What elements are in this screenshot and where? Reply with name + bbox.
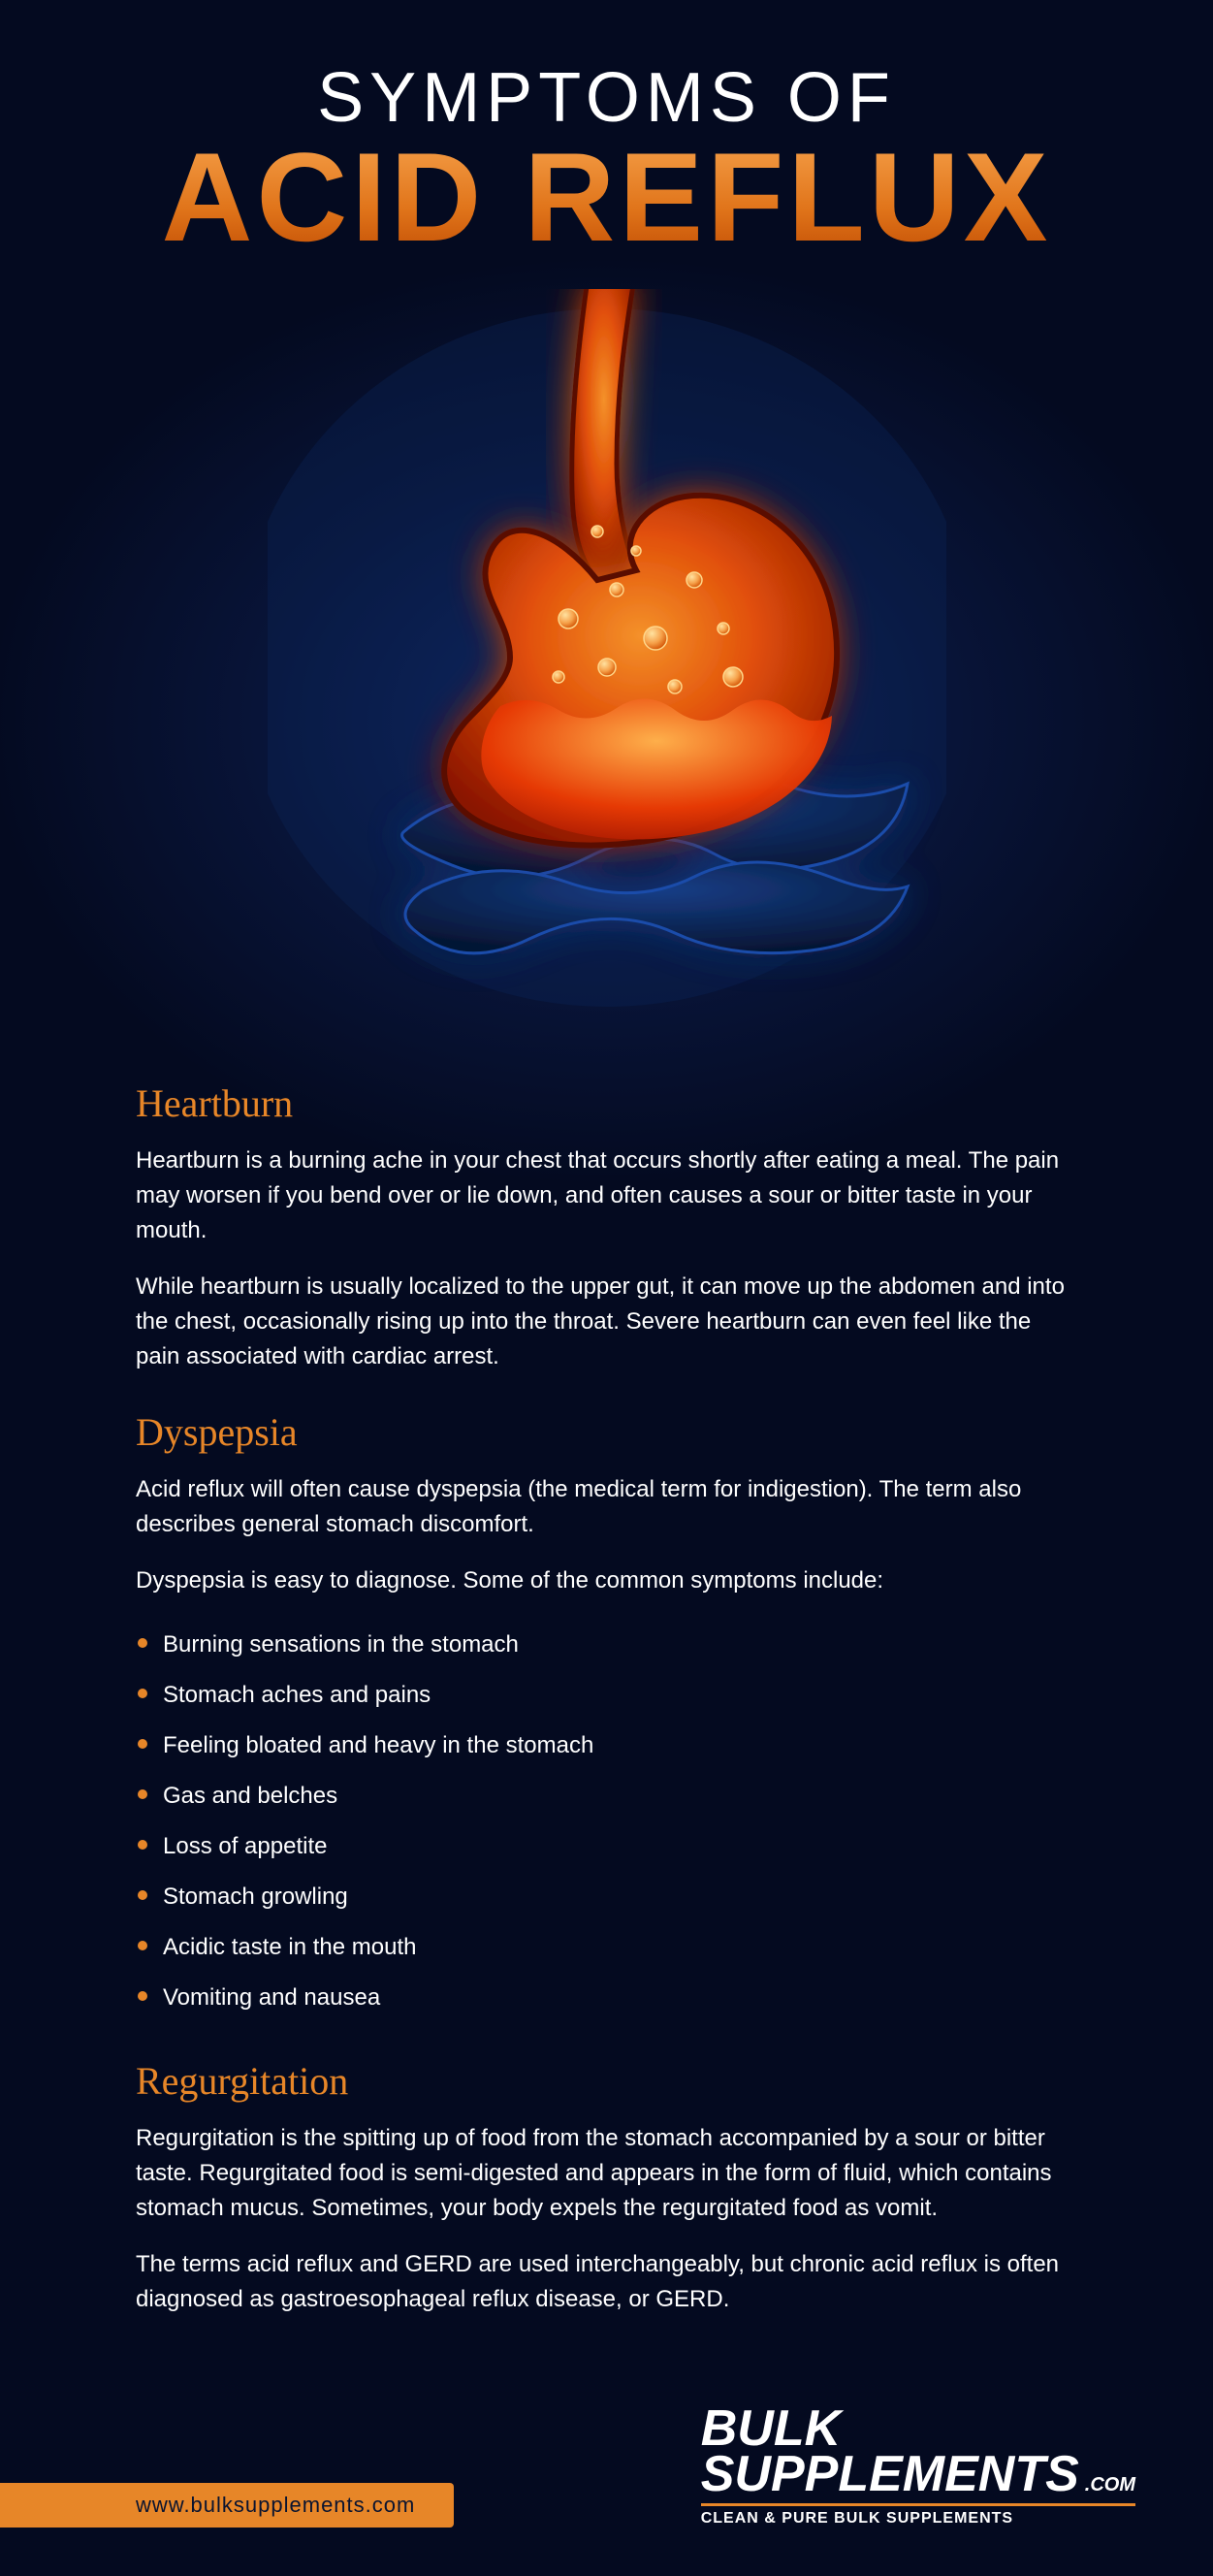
list-item: Vomiting and nausea (136, 1973, 1077, 2023)
brand-text-bulk: BULK (701, 2406, 1135, 2452)
content-area: Heartburn Heartburn is a burning ache in… (0, 1046, 1213, 2377)
stomach-svg (268, 289, 946, 1007)
paragraph: The terms acid reflux and GERD are used … (136, 2247, 1077, 2317)
title-line-2: ACID REFLUX (19, 134, 1194, 260)
list-item: Gas and belches (136, 1771, 1077, 1821)
section-heartburn: Heartburn Heartburn is a burning ache in… (136, 1080, 1077, 1374)
section-title: Regurgitation (136, 2058, 1077, 2104)
section-title: Dyspepsia (136, 1409, 1077, 1455)
brand-tagline: CLEAN & PURE BULK SUPPLEMENTS (701, 2510, 1135, 2528)
list-item: Burning sensations in the stomach (136, 1620, 1077, 1670)
stomach-illustration (0, 270, 1213, 1046)
website-url: www.bulksupplements.com (0, 2483, 454, 2528)
section-dyspepsia: Dyspepsia Acid reflux will often cause d… (136, 1409, 1077, 2023)
brand-divider (701, 2503, 1135, 2506)
section-title: Heartburn (136, 1080, 1077, 1126)
brand-text-supplements: SUPPLEMENTS (701, 2452, 1079, 2497)
section-regurgitation: Regurgitation Regurgitation is the spitt… (136, 2058, 1077, 2317)
page-footer: www.bulksupplements.com BULK SUPPLEMENTS… (0, 2377, 1213, 2576)
paragraph: While heartburn is usually localized to … (136, 1270, 1077, 1374)
list-item: Stomach aches and pains (136, 1670, 1077, 1721)
paragraph: Dyspepsia is easy to diagnose. Some of t… (136, 1563, 1077, 1598)
paragraph: Regurgitation is the spitting up of food… (136, 2121, 1077, 2226)
infographic-page: SYMPTOMS OF ACID REFLUX (0, 0, 1213, 2576)
list-item: Acidic taste in the mouth (136, 1922, 1077, 1973)
paragraph: Heartburn is a burning ache in your ches… (136, 1143, 1077, 1248)
brand-text-com: .COM (1085, 2474, 1135, 2496)
list-item: Feeling bloated and heavy in the stomach (136, 1721, 1077, 1771)
brand-logo: BULK SUPPLEMENTS .COM CLEAN & PURE BULK … (701, 2406, 1135, 2528)
symptom-list: Burning sensations in the stomach Stomac… (136, 1620, 1077, 2023)
list-item: Stomach growling (136, 1872, 1077, 1922)
list-item: Loss of appetite (136, 1821, 1077, 1872)
paragraph: Acid reflux will often cause dyspepsia (… (136, 1472, 1077, 1542)
page-header: SYMPTOMS OF ACID REFLUX (0, 0, 1213, 270)
